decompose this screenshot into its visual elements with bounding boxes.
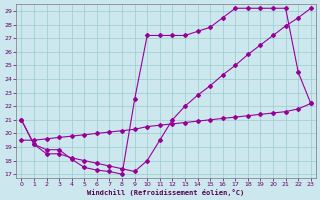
X-axis label: Windchill (Refroidissement éolien,°C): Windchill (Refroidissement éolien,°C) bbox=[87, 189, 245, 196]
